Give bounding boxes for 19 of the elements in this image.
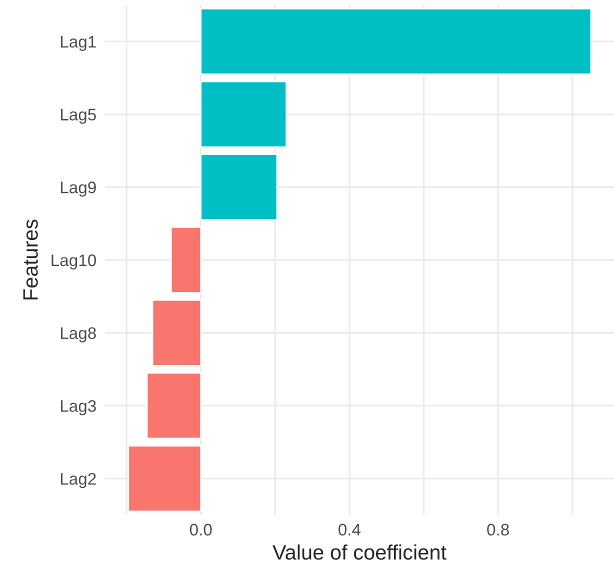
bar [200,154,278,221]
bar [146,372,202,440]
bar [128,445,202,512]
bar [152,299,202,366]
bar [200,80,288,148]
bar [200,8,592,75]
x-tick-label: 0.0 [190,524,212,536]
y-tick-label: Lag2 [60,472,96,488]
y-axis-title: Features [23,220,38,300]
y-tick-label: Lag1 [60,36,96,51]
y-tick-label: Lag3 [60,400,96,416]
y-tick-label: Lag5 [60,108,96,124]
bar [170,226,202,294]
x-axis-title: Value of coefficient [272,544,446,560]
y-tick-label: Lag9 [60,182,96,197]
y-tick-label: Lag10 [52,254,96,270]
x-tick-label: 0.4 [338,524,361,536]
y-tick-label: Lag8 [60,327,96,342]
x-tick-label: 0.8 [487,524,509,536]
